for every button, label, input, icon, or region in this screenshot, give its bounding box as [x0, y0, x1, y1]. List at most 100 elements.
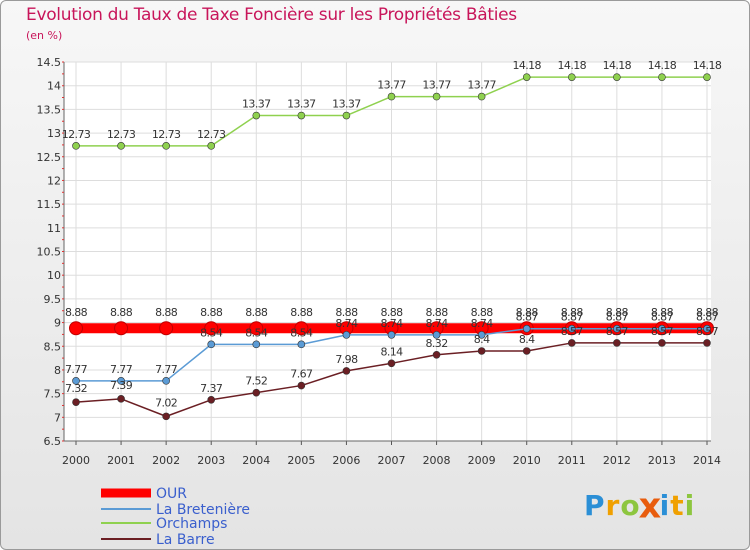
data-label: 12.73: [152, 128, 181, 141]
y-tick-label: 6.5: [44, 435, 62, 448]
data-point: [162, 377, 170, 385]
legend-label: OUR: [156, 486, 187, 502]
data-label: 8.74: [471, 317, 494, 330]
x-tick-label: 2013: [648, 454, 676, 467]
data-label: 8.54: [200, 326, 223, 339]
data-point: [613, 339, 621, 347]
data-label: 14.18: [603, 59, 632, 72]
data-label: 7.02: [155, 396, 177, 409]
y-tick-label: 12.5: [37, 151, 62, 164]
data-point: [294, 321, 309, 336]
data-point: [522, 324, 531, 333]
data-label: 14.18: [693, 59, 722, 72]
data-label: 8.88: [200, 306, 223, 319]
data-point: [432, 350, 441, 359]
y-tick-label: 11.5: [37, 198, 62, 211]
x-tick-label: 2009: [468, 454, 496, 467]
data-label: 8.74: [380, 317, 403, 330]
data-label: 8.88: [245, 306, 268, 319]
logo-letter: t: [670, 489, 685, 522]
data-point: [658, 73, 666, 81]
y-tick-label: 8.5: [44, 340, 62, 353]
data-point: [387, 359, 396, 368]
data-label: 7.98: [335, 353, 358, 366]
x-tick-label: 2004: [242, 454, 270, 467]
data-label: 13.37: [332, 98, 361, 111]
data-label: 8.87: [561, 311, 584, 324]
data-label: 7.77: [110, 363, 133, 376]
data-label: 13.77: [377, 79, 406, 92]
data-label: 8.87: [651, 311, 674, 324]
data-point: [114, 321, 129, 336]
data-label: 8.88: [561, 306, 584, 319]
data-label: 8.57: [606, 325, 629, 338]
data-point: [117, 395, 125, 403]
logo-letter: x: [638, 484, 663, 527]
data-label: 8.74: [426, 317, 449, 330]
logo-letter: i: [684, 489, 696, 522]
y-tick-label: 12: [47, 174, 61, 187]
y-tick-label: 9.5: [44, 293, 62, 306]
data-point: [117, 377, 125, 385]
y-tick-label: 7.5: [44, 388, 62, 401]
data-label: 7.52: [245, 375, 267, 388]
data-point: [252, 340, 261, 349]
data-label: 8.74: [335, 317, 358, 330]
data-label: 14.18: [512, 59, 541, 72]
logo-letter: P: [584, 489, 606, 522]
unit-label: (en %): [26, 29, 63, 42]
x-tick-label: 2014: [693, 454, 721, 467]
data-label: 13.77: [467, 79, 496, 92]
proxiti-logo: Proxiti: [584, 485, 696, 526]
data-point: [477, 92, 486, 101]
data-label: 8.88: [696, 306, 719, 319]
y-tick-label: 14: [47, 80, 61, 93]
data-point: [658, 324, 666, 333]
data-label: 14.18: [558, 59, 587, 72]
data-point: [207, 142, 216, 150]
data-point: [658, 339, 666, 347]
data-label: 8.87: [606, 311, 629, 324]
data-label: 8.88: [380, 306, 403, 319]
legend-label: La Bretenière: [156, 502, 250, 518]
data-label: 8.57: [561, 325, 584, 338]
data-label: 12.73: [62, 128, 91, 141]
data-label: 8.88: [155, 306, 178, 319]
y-tick-label: 8: [54, 364, 61, 377]
y-tick-label: 10.5: [37, 246, 62, 259]
data-point: [477, 331, 486, 339]
x-tick-label: 2000: [62, 454, 90, 467]
data-label: 8.88: [426, 306, 449, 319]
data-point: [567, 339, 576, 347]
data-label: 8.88: [516, 306, 539, 319]
data-point: [207, 395, 216, 404]
data-point: [249, 321, 264, 336]
data-point: [252, 111, 261, 120]
data-point: [613, 73, 621, 81]
data-point: [567, 324, 576, 333]
data-point: [703, 73, 711, 81]
data-point: [477, 347, 486, 355]
x-tick-label: 2011: [558, 454, 586, 467]
data-point: [297, 111, 306, 120]
data-point: [72, 142, 80, 150]
data-label: 7.32: [65, 382, 87, 395]
data-label: 7.77: [65, 363, 88, 376]
data-point: [72, 398, 80, 406]
data-label: 8.88: [65, 306, 88, 319]
data-label: 8.57: [696, 325, 719, 338]
data-label: 8.88: [110, 306, 133, 319]
data-point: [432, 92, 441, 101]
x-tick-label: 2003: [197, 454, 225, 467]
logo-letter: o: [620, 489, 641, 522]
x-tick-label: 2008: [423, 454, 451, 467]
x-tick-label: 2010: [513, 454, 541, 467]
x-tick-label: 2007: [378, 454, 406, 467]
data-point: [432, 331, 441, 339]
data-label: 7.37: [200, 382, 223, 395]
logo-letter: i: [659, 489, 671, 522]
data-point: [567, 73, 576, 81]
data-label: 8.14: [380, 345, 403, 358]
